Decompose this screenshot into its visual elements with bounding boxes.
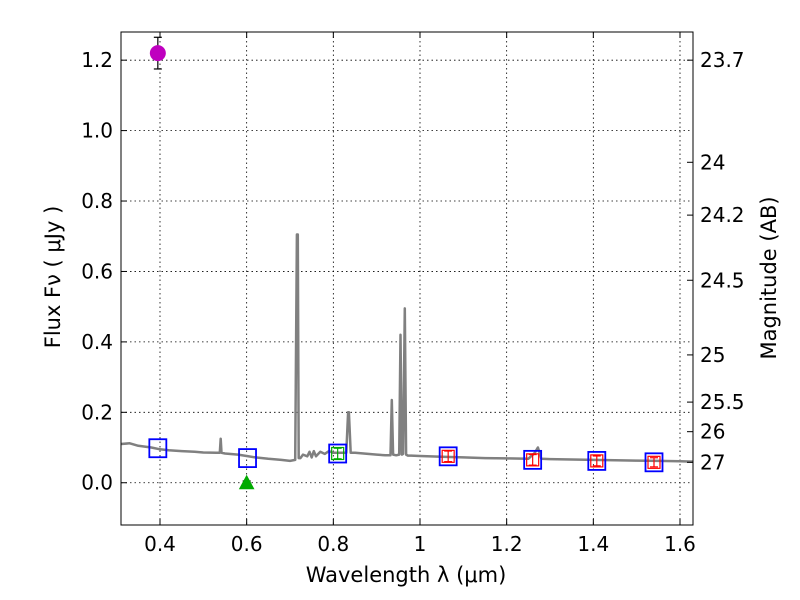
axis-ticks: 0.4 0.6 0.8 1 1.2 1.4 1.6 0.0 0.2 0.4 0.6 0.8 1.0 1.2… xyxy=(81,32,745,556)
x-tick-label: 1.2 xyxy=(491,532,523,556)
mag-tick-label: 24.2 xyxy=(700,203,745,227)
photometry-square xyxy=(644,452,664,473)
y-tick-label: 1.0 xyxy=(81,119,113,143)
right-y-axis-label: Magnitude (AB) xyxy=(757,196,781,359)
x-tick-label: 0.8 xyxy=(317,532,349,556)
x-tick-label: 1.4 xyxy=(577,532,609,556)
observed-square xyxy=(647,455,661,469)
y-tick-label: 0.2 xyxy=(81,400,113,424)
mag-tick-label: 23.7 xyxy=(700,48,745,72)
x-axis-label: Wavelength λ (μm) xyxy=(306,563,507,587)
upper-limit-triangle xyxy=(238,474,255,490)
y-tick-label: 0.0 xyxy=(81,471,113,495)
observed-square xyxy=(331,446,345,461)
x-tick-label: 1 xyxy=(414,532,427,556)
mag-tick-label: 25.5 xyxy=(700,390,745,414)
photometry-square xyxy=(523,449,543,470)
y-tick-label: 1.2 xyxy=(81,48,113,72)
mag-tick-label: 27 xyxy=(700,450,725,474)
photometry-square xyxy=(438,446,458,467)
plot-area xyxy=(121,36,693,490)
x-tick-label: 0.6 xyxy=(231,532,263,556)
outlier-point xyxy=(149,45,166,62)
observed-square xyxy=(590,454,604,468)
photometry-square xyxy=(328,443,348,464)
photometry-square xyxy=(238,448,257,468)
photometry-square xyxy=(587,451,607,471)
grid xyxy=(121,32,693,525)
mag-tick-label: 24 xyxy=(700,150,725,174)
mag-tick-label: 26 xyxy=(700,420,725,444)
y-tick-label: 0.8 xyxy=(81,189,113,213)
x-tick-label: 0.4 xyxy=(144,532,176,556)
photometry-square xyxy=(148,438,168,459)
x-tick-label: 1.6 xyxy=(664,532,696,556)
observed-square xyxy=(526,453,540,467)
y-tick-label: 0.6 xyxy=(81,259,113,283)
observed-square xyxy=(441,449,455,463)
y-axis-label: Flux Fν ( μJy ) xyxy=(41,206,65,349)
plot-frame xyxy=(120,31,694,526)
mag-tick-label: 24.5 xyxy=(700,268,745,292)
mag-tick-label: 25 xyxy=(700,343,725,367)
y-tick-label: 0.4 xyxy=(81,330,113,354)
